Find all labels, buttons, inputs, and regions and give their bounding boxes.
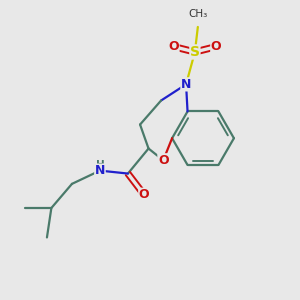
Text: O: O bbox=[158, 154, 169, 167]
Text: O: O bbox=[139, 188, 149, 201]
Text: O: O bbox=[168, 40, 179, 53]
Text: O: O bbox=[211, 40, 221, 53]
Text: CH₃: CH₃ bbox=[188, 9, 208, 19]
Text: S: S bbox=[190, 45, 200, 59]
Text: H: H bbox=[96, 160, 104, 170]
Text: N: N bbox=[95, 164, 105, 177]
Text: N: N bbox=[181, 78, 191, 91]
